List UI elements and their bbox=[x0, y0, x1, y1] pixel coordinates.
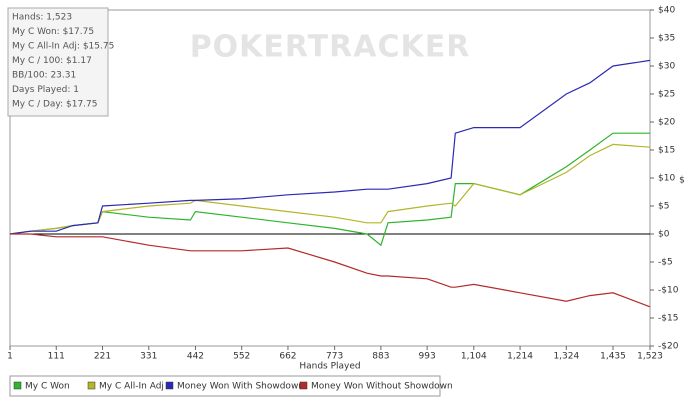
y-tick-label: $35 bbox=[658, 34, 675, 44]
stats-line: My C Won: $17.75 bbox=[12, 27, 94, 37]
plot-frame bbox=[9, 9, 651, 347]
stats-line: My C All-In Adj: $15.75 bbox=[12, 42, 114, 52]
y-tick-label: $15 bbox=[658, 146, 675, 156]
stats-box bbox=[7, 7, 109, 117]
x-tick-label: 1 bbox=[7, 352, 13, 362]
x-tick-label: 993 bbox=[419, 352, 436, 362]
stats-line: Days Played: 1 bbox=[12, 85, 79, 95]
stats-line: My C / 100: $1.17 bbox=[12, 56, 92, 66]
x-tick-label: 111 bbox=[48, 352, 65, 362]
series-line bbox=[9, 59, 651, 235]
x-tick-label: 1,104 bbox=[461, 352, 487, 362]
stats-line: Hands: 1,523 bbox=[12, 13, 72, 23]
y-tick-label: $40 bbox=[658, 6, 675, 16]
legend-label: Money Won With Showdown bbox=[177, 382, 304, 392]
stats-line: BB/100: 23.31 bbox=[12, 71, 76, 81]
legend-swatch bbox=[87, 381, 96, 390]
watermark: POKERTRACKER bbox=[190, 30, 471, 65]
x-tick-label: 883 bbox=[372, 352, 389, 362]
legend-swatch bbox=[299, 381, 308, 390]
series-line bbox=[10, 233, 651, 308]
stats-line: My C / Day: $17.75 bbox=[12, 100, 98, 110]
x-tick-label: 331 bbox=[140, 352, 157, 362]
x-tick-label: 1,324 bbox=[553, 352, 579, 362]
x-tick-label: 442 bbox=[187, 352, 204, 362]
legend-swatch bbox=[13, 381, 22, 390]
y-tick-label: $20 bbox=[658, 118, 675, 128]
y-tick-label: $10 bbox=[658, 174, 675, 184]
x-tick-label: 662 bbox=[279, 352, 296, 362]
legend-label: My C All-In Adj bbox=[99, 382, 164, 392]
x-tick-label: 773 bbox=[326, 352, 343, 362]
y-tick-label: $25 bbox=[658, 90, 675, 100]
y-tick-label: $0 bbox=[658, 230, 670, 240]
x-tick-label: 1,523 bbox=[637, 352, 663, 362]
y-tick-label: -$10 bbox=[658, 286, 679, 296]
legend-label: Money Won Without Showdown bbox=[311, 382, 453, 392]
x-tick-label: 1,435 bbox=[600, 352, 626, 362]
x-tick-label: 1,214 bbox=[507, 352, 533, 362]
y-tick-label: -$5 bbox=[658, 258, 673, 268]
y-axis-label: $ bbox=[679, 176, 685, 186]
legend-label: My C Won bbox=[25, 382, 70, 392]
x-tick-label: 552 bbox=[233, 352, 250, 362]
y-tick-label: -$20 bbox=[658, 342, 679, 352]
y-tick-label: $5 bbox=[658, 202, 669, 212]
y-tick-label: $30 bbox=[658, 62, 675, 72]
legend-box bbox=[9, 375, 441, 397]
legend-swatch bbox=[165, 381, 174, 390]
y-tick-label: -$15 bbox=[658, 314, 678, 324]
x-tick-label: 221 bbox=[94, 352, 111, 362]
x-axis-label: Hands Played bbox=[299, 362, 360, 372]
